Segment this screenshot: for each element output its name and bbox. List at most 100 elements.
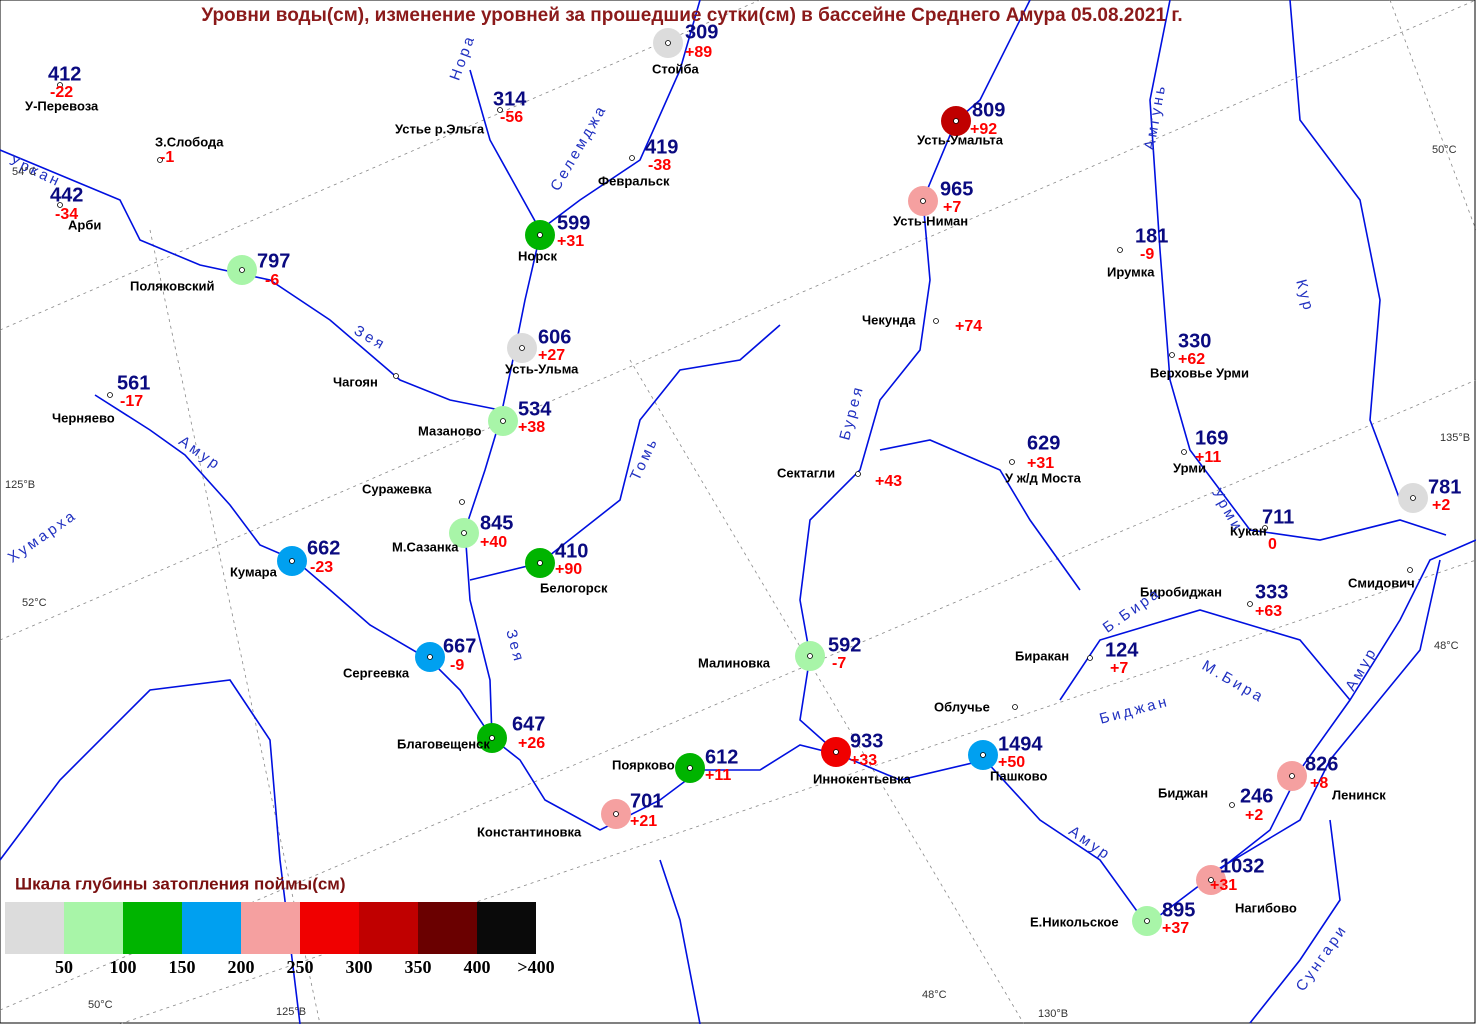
station-name: М.Сазанка <box>392 539 459 554</box>
station-level: 412 <box>48 63 81 85</box>
station-name: Верховье Урми <box>1150 365 1249 380</box>
station-name: З.Слобода <box>155 134 224 149</box>
station-name: Ирумка <box>1107 264 1155 279</box>
station-name: Пашково <box>990 768 1048 783</box>
station-dot <box>537 560 543 566</box>
station-level: 246 <box>1240 785 1273 807</box>
station-change: +21 <box>630 813 657 830</box>
station-dot <box>289 558 295 564</box>
station-dot <box>855 471 861 477</box>
station-change: +7 <box>1110 660 1128 677</box>
station-change: -6 <box>265 272 279 289</box>
station-level: 1494 <box>998 733 1043 755</box>
grid-label: 48°C <box>922 989 947 1001</box>
station-name: Норск <box>518 248 558 263</box>
station-dot <box>1087 655 1093 661</box>
station-level: 647 <box>512 713 545 735</box>
station-level: 442 <box>50 184 83 206</box>
station-dot <box>1117 247 1123 253</box>
station-change: -34 <box>55 206 78 223</box>
legend-swatch <box>64 902 123 954</box>
station-dot <box>461 530 467 536</box>
station-change: +89 <box>685 44 712 61</box>
station-dot <box>497 107 503 113</box>
station-dot <box>500 418 506 424</box>
station-change: +26 <box>518 735 545 752</box>
station-dot <box>953 118 959 124</box>
station-change: +38 <box>518 419 545 436</box>
station-change: +62 <box>1178 351 1205 368</box>
station-name: Сергеевка <box>343 665 410 680</box>
station-level: 419 <box>645 136 678 158</box>
station-level: 612 <box>705 746 738 768</box>
legend: Шкала глубины затопления поймы(см) 50 100… <box>5 874 555 977</box>
station-level: 534 <box>518 398 552 420</box>
station-level: 181 <box>1135 225 1168 247</box>
station-name: Февральск <box>598 173 670 188</box>
station-name: Биробиджан <box>1140 584 1222 599</box>
station-level: 629 <box>1027 432 1060 454</box>
station-dot <box>1009 459 1015 465</box>
station-dot <box>1410 495 1416 501</box>
station-level: 845 <box>480 512 513 534</box>
station-level: 330 <box>1178 330 1211 352</box>
legend-swatch <box>300 902 359 954</box>
station-name: Чекунда <box>862 312 916 327</box>
station-dot <box>537 232 543 238</box>
station-change: +37 <box>1162 920 1189 937</box>
station-change: +7 <box>943 199 961 216</box>
station-level: 933 <box>850 730 883 752</box>
station-change: -1 <box>160 149 174 166</box>
station-level: 309 <box>685 21 718 43</box>
station-change: +11 <box>1195 449 1221 466</box>
station-level: 561 <box>117 372 150 394</box>
station-change: +43 <box>875 473 902 490</box>
station-dot <box>933 318 939 324</box>
grid-label: 125°В <box>5 479 35 491</box>
grid-label: 48°C <box>1434 640 1459 652</box>
station-dot <box>807 653 813 659</box>
legend-swatch <box>182 902 241 954</box>
station-change: +92 <box>970 121 997 138</box>
legend-label: 300 <box>346 957 373 977</box>
station-change: -22 <box>50 84 73 101</box>
legend-swatch <box>5 902 64 954</box>
station-dot <box>239 267 245 273</box>
station-name: У ж/д Моста <box>1005 470 1082 485</box>
station-level: 606 <box>538 326 571 348</box>
station-change: -9 <box>1140 246 1154 263</box>
station-level: 333 <box>1255 581 1288 603</box>
legend-swatch <box>477 902 536 954</box>
station-dot <box>665 40 671 46</box>
station-name: Поляковский <box>130 278 214 293</box>
station-name: Сектагли <box>777 465 835 480</box>
grid-label: 130°В <box>1038 1008 1068 1020</box>
station-change: +27 <box>538 347 565 364</box>
station-name: Усть-Ниман <box>893 213 968 228</box>
station-change: -7 <box>832 655 846 672</box>
station-level: 1032 <box>1220 855 1265 877</box>
station-dot <box>57 82 63 88</box>
legend-label: 200 <box>228 957 255 977</box>
station-level: 781 <box>1428 476 1461 498</box>
station-name: Урми <box>1173 460 1206 475</box>
station-name: У-Перевоза <box>25 98 99 113</box>
station-dot <box>833 749 839 755</box>
station-name: Нагибово <box>1235 900 1297 915</box>
station-name: Суражевка <box>362 481 432 496</box>
station-dot <box>687 765 693 771</box>
station-level: 314 <box>493 88 527 110</box>
station-change: +11 <box>705 767 731 784</box>
station-name: Смидович <box>1348 575 1415 590</box>
legend-label: 100 <box>110 957 137 977</box>
station-change: +2 <box>1432 497 1450 514</box>
station-level: 797 <box>257 250 290 272</box>
legend-label: 50 <box>55 957 73 977</box>
station-level: 895 <box>1162 899 1195 921</box>
station-dot <box>427 654 433 660</box>
station-dot <box>107 392 113 398</box>
station-dot <box>1012 704 1018 710</box>
station-change: -17 <box>120 393 143 410</box>
station-change: +40 <box>480 534 507 551</box>
station-dot <box>980 752 986 758</box>
